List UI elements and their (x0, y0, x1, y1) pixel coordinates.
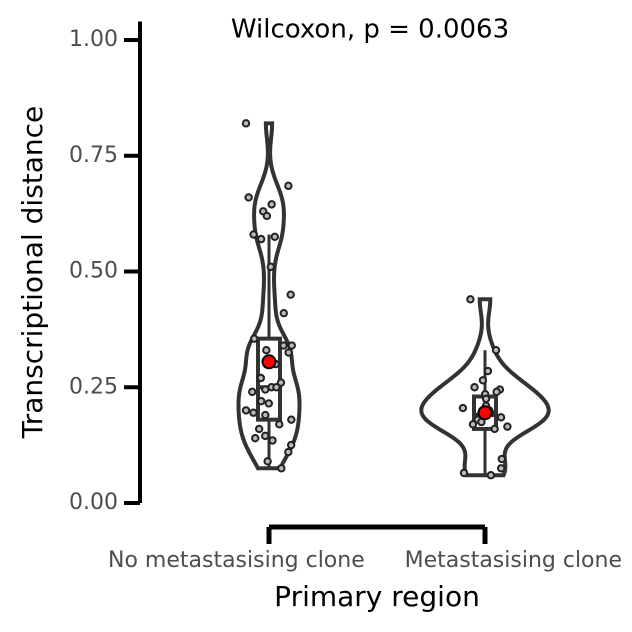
point (241, 119, 251, 128)
point (459, 468, 469, 478)
point (264, 399, 273, 408)
point (262, 211, 272, 221)
point (284, 348, 293, 357)
point (261, 410, 270, 420)
point (286, 290, 295, 299)
point (478, 376, 488, 385)
point (497, 454, 507, 464)
point (267, 200, 276, 209)
point (466, 295, 475, 304)
point (287, 415, 296, 424)
x-tick-label: Metastasising clone (405, 548, 622, 573)
point (248, 387, 257, 397)
point (279, 308, 288, 318)
point (249, 230, 258, 239)
point (284, 181, 293, 191)
point (491, 346, 501, 355)
point (272, 383, 281, 392)
point (496, 413, 506, 422)
point (249, 408, 258, 417)
y-tick-label: 1.00 (69, 27, 118, 52)
point (286, 440, 296, 450)
y-tick-label: 0.50 (69, 259, 118, 284)
point (261, 385, 270, 394)
point (256, 373, 266, 383)
point (241, 406, 251, 415)
point (496, 464, 506, 473)
point (251, 433, 260, 443)
point (490, 424, 499, 434)
point (257, 396, 266, 406)
point (279, 341, 288, 350)
x-axis-title: Primary region (274, 580, 480, 613)
point (262, 346, 271, 355)
x-tick-label: No metastasising clone (108, 548, 365, 573)
y-axis-title: Transcriptional distance (16, 106, 49, 440)
point (503, 422, 512, 431)
point (458, 403, 468, 413)
point (256, 234, 266, 244)
point (492, 387, 501, 397)
point (287, 341, 296, 350)
point (244, 193, 253, 202)
y-tick-label: 0.75 (69, 143, 118, 168)
y-tick-label: 0.00 (69, 490, 118, 515)
point (483, 366, 493, 376)
annotation: Wilcoxon, p = 0.0063 (231, 15, 509, 45)
mean (477, 405, 493, 421)
point (250, 334, 259, 343)
point (481, 394, 491, 404)
point (268, 436, 277, 445)
mean (261, 354, 277, 370)
point (486, 471, 496, 480)
y-tick-label: 0.25 (69, 374, 118, 399)
point (276, 378, 286, 387)
point (261, 431, 270, 441)
point (266, 262, 276, 272)
point (468, 420, 478, 429)
point (263, 457, 272, 466)
point (284, 447, 293, 457)
point (275, 420, 284, 429)
point (277, 464, 286, 473)
point (254, 424, 264, 434)
point (270, 232, 279, 241)
point (470, 383, 479, 392)
violin (419, 297, 551, 478)
